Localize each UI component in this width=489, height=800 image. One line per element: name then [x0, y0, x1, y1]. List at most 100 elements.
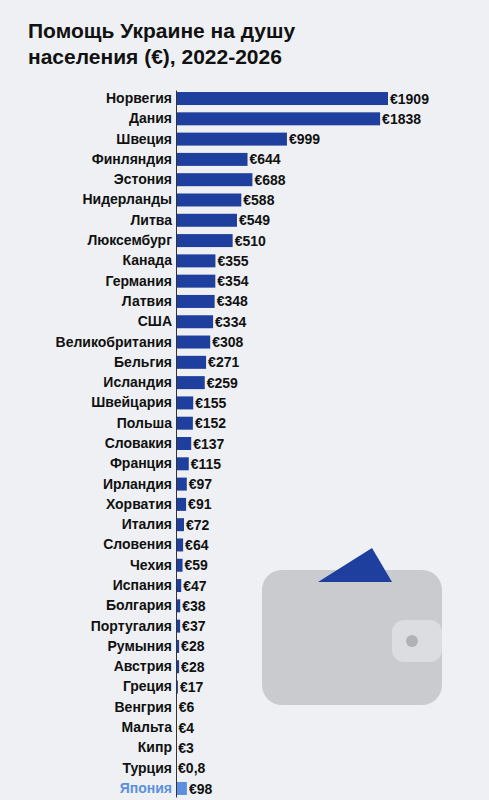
tick: Швеция	[116, 131, 176, 147]
tick: Бельгия	[114, 354, 176, 370]
tick: Греция	[123, 678, 176, 694]
bar	[176, 396, 193, 409]
tick: Португалия	[91, 618, 176, 634]
data-label: €999	[289, 131, 320, 147]
tick-label: Исландия	[103, 374, 172, 390]
tick: Дания	[129, 110, 176, 126]
tick: Турция	[122, 760, 176, 776]
bar	[176, 315, 213, 328]
tick-label: Румыния	[108, 638, 172, 654]
tick-label: Италия	[122, 516, 172, 532]
bar	[176, 356, 206, 369]
bar	[176, 437, 191, 450]
data-label: €688	[254, 172, 285, 188]
tick: Литва	[131, 212, 177, 228]
tick: Словения	[103, 536, 176, 552]
bar	[176, 214, 237, 227]
tick-label: Греция	[123, 678, 172, 694]
tick-label: Литва	[131, 212, 173, 228]
tick: Норвегия	[106, 90, 176, 106]
tick: Польша	[117, 415, 176, 431]
bar	[176, 193, 241, 206]
chart: Помощь Украине на душунаселения (€), 202…	[0, 0, 489, 800]
tick: США	[138, 313, 176, 329]
tick: Эстония	[114, 171, 176, 187]
bar	[176, 295, 215, 308]
tick-label: Турция	[122, 760, 172, 776]
tick-label: Япония	[120, 780, 172, 796]
tick-label: Дания	[129, 110, 172, 126]
bar	[176, 498, 186, 511]
tick-label: Словакия	[105, 435, 172, 451]
tick-label: Португалия	[91, 618, 172, 634]
tick: Япония	[120, 780, 176, 796]
tick-label: Испания	[113, 577, 172, 593]
background	[0, 0, 489, 800]
bar	[176, 92, 388, 105]
data-labels: €1909€1838€999€644€688€588€549€510€355€3…	[178, 91, 429, 797]
tick: Испания	[113, 577, 176, 593]
data-label: €308	[212, 334, 243, 350]
tick-label: Швеция	[116, 131, 172, 147]
tick-label: Словения	[103, 536, 172, 552]
bar	[176, 254, 215, 267]
tick-label: Польша	[117, 415, 172, 431]
bar	[176, 234, 233, 247]
tick: Австрия	[114, 658, 176, 674]
tick: Венгрия	[114, 699, 176, 715]
tick-label: Кипр	[138, 739, 172, 755]
bars	[176, 92, 388, 795]
tick: Словакия	[105, 435, 176, 451]
tick: Люксембург	[87, 232, 176, 248]
tick: Исландия	[103, 374, 176, 390]
data-label: €588	[243, 192, 274, 208]
axis-line	[176, 91, 177, 798]
tick-label: Нидерланды	[82, 191, 172, 207]
tick-label: Ирландия	[103, 476, 172, 492]
tick-label: Германия	[105, 273, 172, 289]
tick-label: Эстония	[114, 171, 172, 187]
data-label: €115	[191, 456, 222, 472]
data-label: €334	[215, 314, 246, 330]
tick: Швейцария	[91, 394, 176, 410]
data-label: €72	[186, 517, 210, 533]
bar	[176, 538, 183, 551]
data-label: €137	[193, 436, 224, 452]
data-label: €98	[189, 781, 213, 797]
data-label: €644	[250, 151, 281, 167]
data-label: €155	[195, 395, 226, 411]
data-label: €0,8	[178, 760, 205, 776]
bar	[176, 336, 210, 349]
data-label: €47	[183, 578, 207, 594]
tick: Латвия	[122, 293, 176, 309]
bar	[176, 173, 252, 186]
tick: Ирландия	[103, 476, 176, 492]
data-label: €510	[235, 233, 266, 249]
wallet-button	[406, 635, 418, 647]
data-label: €152	[195, 415, 226, 431]
tick-label: Великобритания	[56, 334, 172, 350]
tick-label: Канада	[123, 252, 173, 268]
data-label: €64	[185, 537, 209, 553]
data-label: €38	[182, 598, 206, 614]
title: Помощь Украине на душунаселения (€), 202…	[28, 19, 296, 68]
data-label: €1838	[382, 111, 421, 127]
wallet-clasp	[392, 620, 442, 662]
tick-label: Норвегия	[106, 90, 172, 106]
data-label: €549	[239, 212, 270, 228]
tick-label: Финляндия	[92, 151, 172, 167]
bar	[176, 153, 248, 166]
wallet-body	[262, 570, 442, 705]
tick-label: Швейцария	[91, 394, 172, 410]
bar	[176, 275, 215, 288]
tick: Кипр	[138, 739, 176, 755]
data-label: €1909	[390, 91, 429, 107]
tick-label: Австрия	[114, 658, 172, 674]
data-label: €91	[188, 496, 212, 512]
data-label: €28	[181, 638, 205, 654]
data-label: €59	[185, 557, 209, 573]
tick-label: Латвия	[122, 293, 172, 309]
tick: Мальта	[121, 719, 176, 735]
data-label: €6	[179, 699, 195, 715]
bar	[176, 112, 380, 125]
